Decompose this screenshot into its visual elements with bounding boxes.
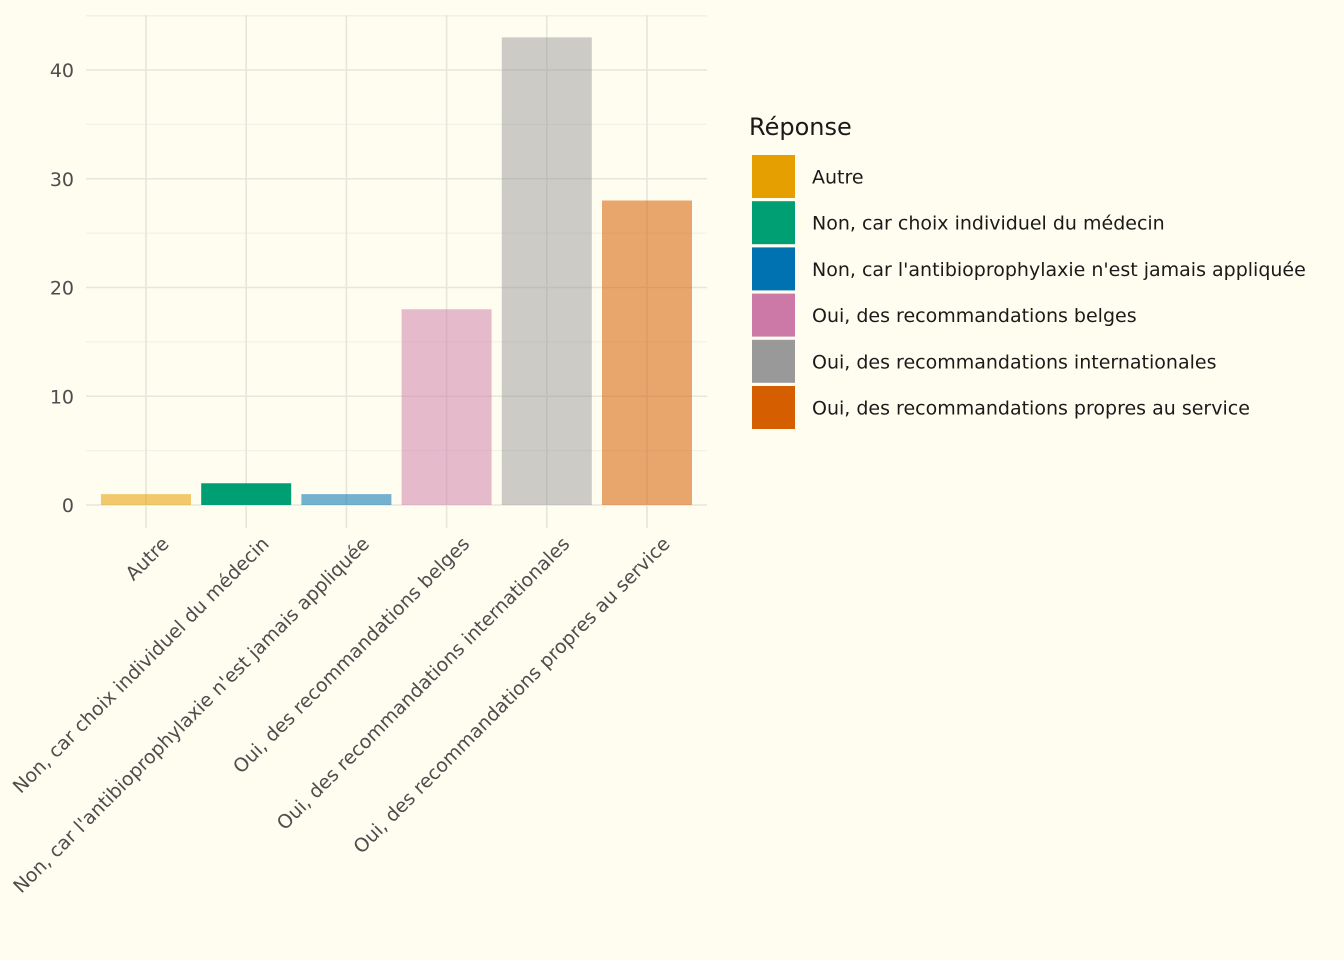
bar (201, 483, 292, 505)
legend-key (752, 293, 795, 337)
bar (301, 494, 392, 505)
legend-key (752, 247, 795, 291)
legend-key (752, 201, 795, 245)
legend-label: Non, car choix individuel du médecin (812, 213, 1165, 235)
legend-label: Oui, des recommandations propres au serv… (812, 398, 1250, 420)
legend-label: Oui, des recommandations internationales (812, 351, 1216, 373)
legend-key (752, 386, 795, 429)
bar (501, 37, 592, 505)
bars (101, 37, 692, 505)
legend-key (752, 155, 795, 198)
legend: Réponse Autre Non, car choix individuel d… (749, 113, 1306, 429)
legend-title: Réponse (749, 113, 852, 141)
legend-key (752, 339, 795, 383)
y-tick-label: 10 (50, 386, 74, 408)
legend-label: Oui, des recommandations belges (812, 305, 1137, 327)
bar (101, 494, 191, 505)
grid (86, 15, 707, 528)
bar (602, 200, 692, 505)
y-tick-label: 40 (50, 60, 74, 82)
bar (401, 309, 492, 505)
legend-items: Autre Non, car choix individuel du médeci… (752, 155, 1306, 429)
y-tick-label: 30 (50, 169, 74, 191)
legend-label: Non, car l'antibioprophylaxie n'est jama… (812, 259, 1306, 281)
y-tick-label: 20 (50, 278, 74, 300)
y-axis-ticks: 0 10 20 30 40 (50, 60, 74, 517)
y-tick-label: 0 (62, 495, 74, 517)
legend-label: Autre (812, 167, 864, 189)
